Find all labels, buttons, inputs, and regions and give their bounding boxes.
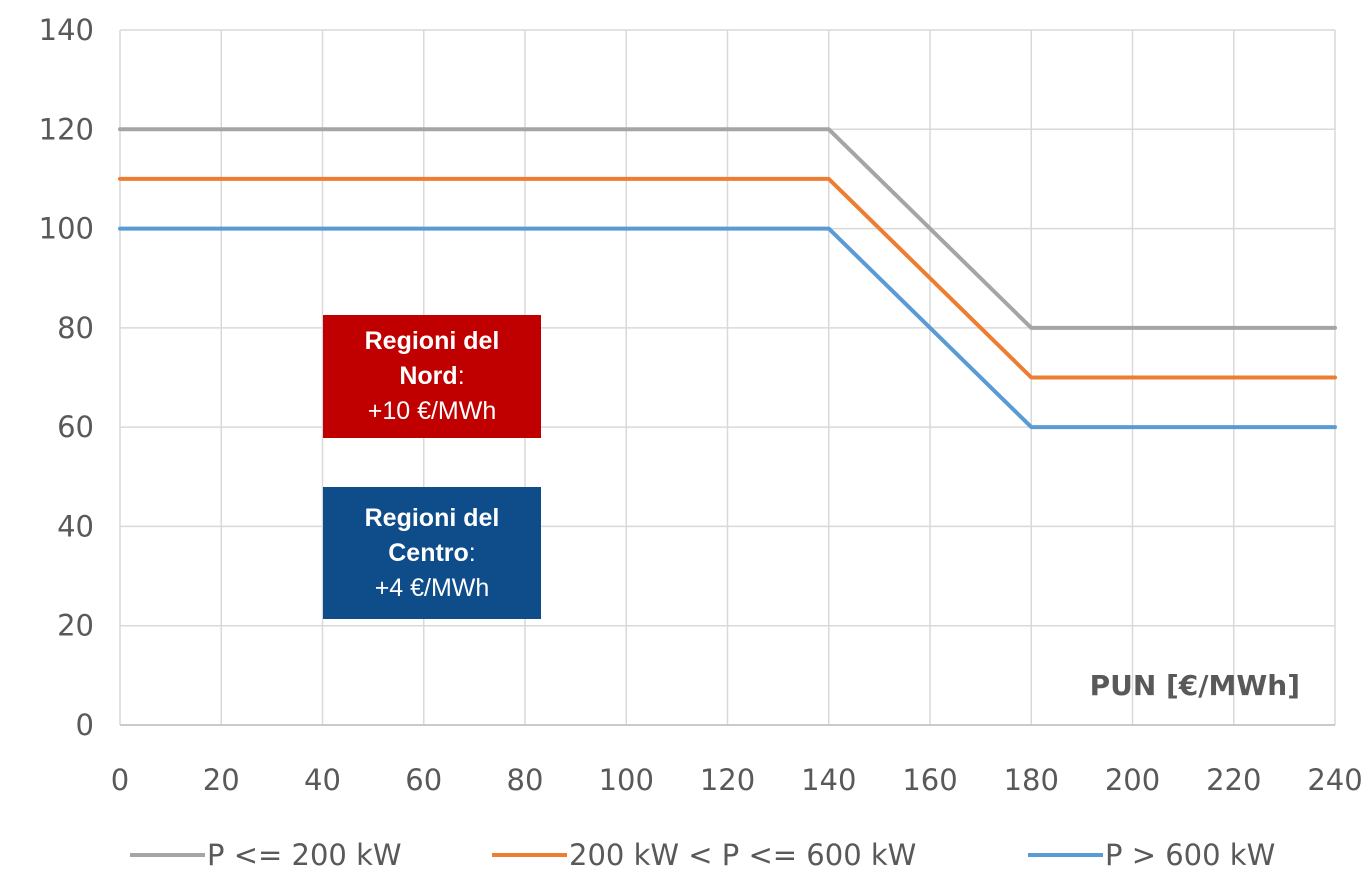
x-tick-label: 100 [599, 763, 654, 797]
callout-centro-region: Centro [388, 538, 469, 567]
callout-nord-region: Nord [399, 362, 458, 390]
y-tick-label: 80 [57, 311, 94, 345]
x-tick-label: 80 [507, 763, 544, 797]
x-tick-label: 0 [111, 763, 129, 797]
x-tick-label: 140 [801, 763, 856, 797]
x-tick-label: 180 [1004, 763, 1059, 797]
callout-nord-line1: Regioni del [364, 327, 500, 355]
callout-nord-colon: : [457, 362, 465, 390]
legend: P <= 200 kW 200 kW < P <= 600 kW P > 600 k… [130, 838, 1275, 872]
series-lines [118, 127, 1337, 430]
x-tick-label: 60 [405, 763, 442, 797]
x-tick-label: 20 [203, 763, 240, 797]
callout-regioni-nord: Regioni del Nord: +10 €/MWh [323, 315, 541, 438]
callout-nord-value: +10 €/MWh [367, 397, 497, 425]
x-axis-title: PUN [€/MWh] [1090, 669, 1300, 702]
legend-label-2: 200 kW < P <= 600 kW [569, 838, 916, 872]
callout-centro-line1: Regioni del [364, 503, 500, 532]
x-tick-label: 200 [1105, 763, 1160, 797]
y-tick-label: 60 [57, 410, 94, 444]
series-line-2 [118, 176, 1337, 380]
y-tick-label: 120 [39, 112, 94, 146]
callout-centro-line2: Centro: [388, 536, 476, 571]
series-line-3 [118, 226, 1337, 430]
axes: 0 20 40 60 80 100 120 140 160 180 200 220 240 0 20 40 60… [39, 13, 1363, 797]
callout-centro-colon: : [468, 538, 476, 567]
y-tick-label: 0 [76, 708, 94, 742]
y-tick-label: 40 [57, 509, 94, 543]
callout-nord-line2: Nord: [399, 359, 464, 394]
legend-label-1: P <= 200 kW [207, 838, 402, 872]
x-tick-label: 120 [700, 763, 755, 797]
x-tick-label: 160 [902, 763, 957, 797]
y-tick-label: 100 [39, 212, 94, 246]
y-tick-label: 20 [57, 609, 94, 643]
x-tick-label: 220 [1206, 763, 1261, 797]
x-tick-label: 240 [1307, 763, 1362, 797]
y-tick-label: 140 [39, 13, 94, 47]
callout-centro-value: +4 €/MWh [374, 573, 490, 602]
x-tick-label: 40 [304, 763, 341, 797]
legend-label-3: P > 600 kW [1105, 838, 1275, 872]
series-line-1 [118, 127, 1337, 330]
callout-regioni-centro: Regioni del Centro: +4 €/MWh [323, 487, 541, 619]
